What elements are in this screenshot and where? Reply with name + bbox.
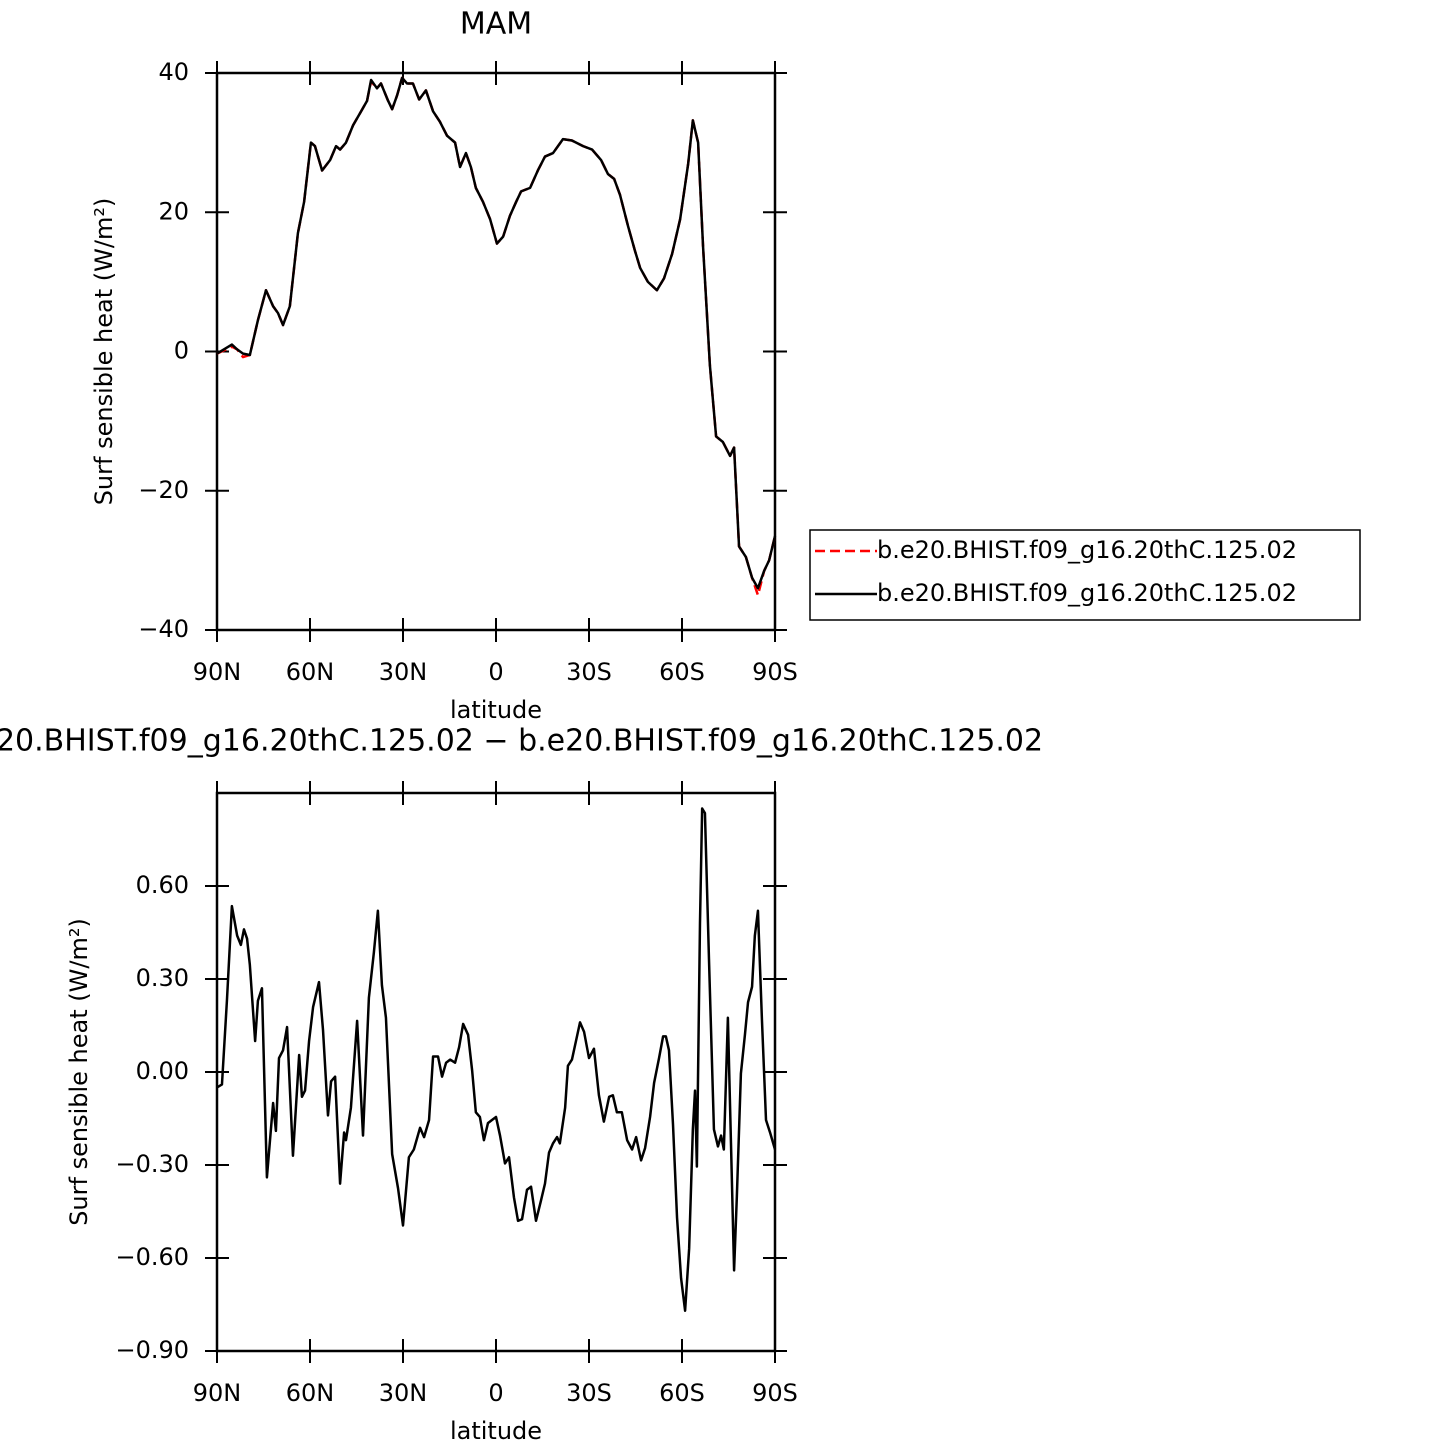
y-axis-label: Surf sensible heat (W/m²) [65,918,93,1226]
y-tick-label: −0.30 [115,1150,189,1178]
y-tick-label: 0.30 [136,964,189,992]
chart-title: MAM [460,7,532,42]
x-tick-label: 90S [752,1379,798,1407]
y-tick-label: 0.00 [136,1057,189,1085]
x-axis-label: latitude [450,696,542,724]
plot-frame [215,791,777,1353]
x-tick-label: 0 [488,658,503,686]
chart-title: b.e20.BHIST.f09_g16.20thC.125.02 − b.e20… [0,724,1043,759]
x-tick-label: 30S [566,658,612,686]
plot-frame [215,71,777,632]
y-tick-label: −0.90 [115,1336,189,1364]
legend-label: b.e20.BHIST.f09_g16.20thC.125.02 [877,536,1297,564]
x-tick-label: 30N [379,658,428,686]
legend-label: b.e20.BHIST.f09_g16.20thC.125.02 [877,579,1297,607]
data-line [216,807,777,1312]
y-tick-label: −20 [138,476,189,504]
y-tick-label: −0.60 [115,1243,189,1271]
data-line [216,76,777,597]
x-tick-label: 60S [659,658,705,686]
x-tick-label: 0 [488,1379,503,1407]
x-tick-label: 90N [193,1379,242,1407]
x-tick-label: 60S [659,1379,705,1407]
data-line [216,76,777,590]
x-tick-label: 90N [193,658,242,686]
x-tick-label: 30N [379,1379,428,1407]
x-tick-label: 60N [286,1379,335,1407]
y-tick-label: 20 [158,197,189,225]
legend-box [809,529,1361,621]
x-tick-label: 90S [752,658,798,686]
y-tick-label: 40 [158,58,189,86]
x-tick-label: 60N [286,658,335,686]
x-tick-label: 30S [566,1379,612,1407]
y-tick-label: 0.60 [136,871,189,899]
y-tick-label: 0 [174,337,189,365]
y-axis-label: Surf sensible heat (W/m²) [90,198,118,506]
y-tick-label: −40 [138,615,189,643]
x-axis-label: latitude [450,1417,542,1445]
